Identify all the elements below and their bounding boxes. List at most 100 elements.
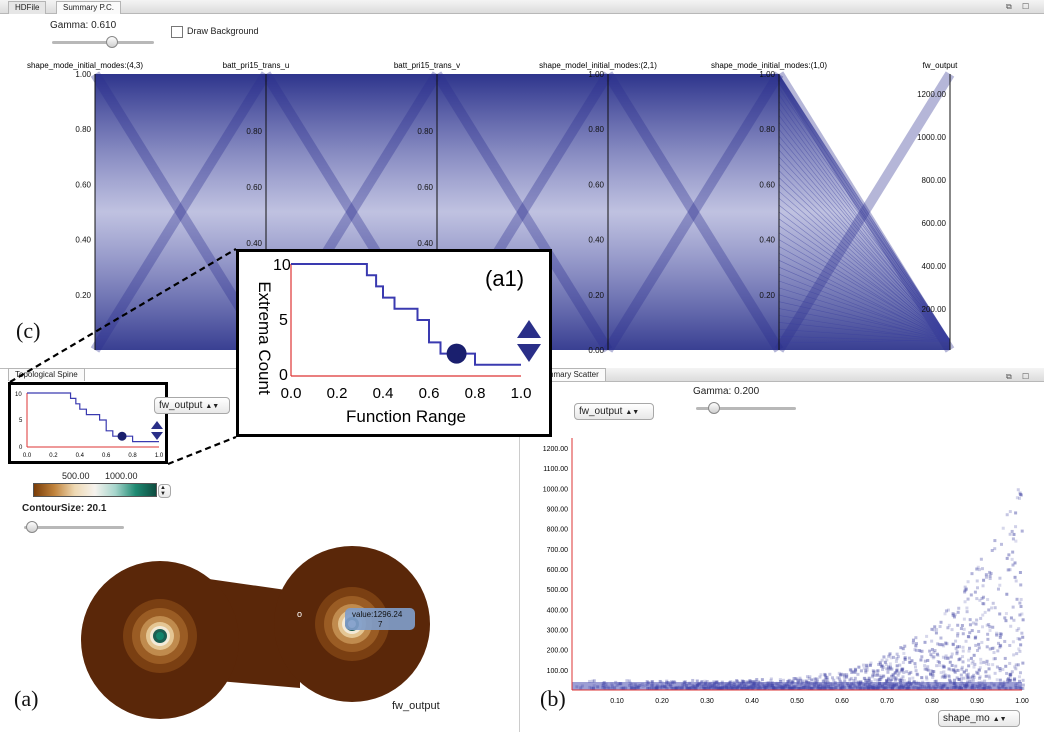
scatter-point (926, 658, 930, 662)
scatter-point (843, 679, 847, 683)
scatter-point (1015, 597, 1019, 601)
scatter-point (967, 658, 971, 662)
scatter-point (908, 660, 912, 664)
scatter-point (886, 670, 890, 674)
scatter-point (779, 679, 783, 683)
scatter-point (955, 650, 959, 654)
scatter-point (897, 671, 901, 675)
draw-background-checkbox[interactable] (171, 26, 183, 38)
persistence-mini-chart[interactable]: 10 5 0 0.0 0.2 0.4 0.6 0.8 1.0 (8, 382, 168, 464)
scatter-point (854, 668, 858, 672)
scatter-point (975, 579, 979, 583)
scatter-point (919, 658, 923, 662)
scatter-point (962, 670, 966, 674)
scatter-point (888, 662, 892, 666)
scatter-point (672, 680, 676, 684)
inset-range-marker[interactable] (446, 343, 467, 364)
scatter-x-select[interactable]: shape_mo ▲▼ (938, 710, 1020, 727)
scatter-point (956, 623, 960, 627)
scatter-point (944, 609, 948, 613)
scatter-gamma-slider[interactable] (696, 407, 796, 410)
scatter-point (879, 678, 883, 682)
scatter-point (975, 597, 979, 601)
scatter-point (1008, 532, 1012, 536)
scatter-point (988, 676, 992, 680)
inset-down-arrow-icon[interactable] (517, 344, 541, 362)
inset-label-a1: (a1) (485, 266, 524, 291)
scatter-point (1008, 673, 1012, 677)
scatter-point (944, 654, 948, 658)
scatter-point (848, 668, 852, 672)
contour-size-slider[interactable] (24, 526, 124, 529)
pc-polyline (778, 80, 951, 342)
scatter-point (895, 664, 899, 668)
scatter-point (903, 656, 907, 660)
scatter-point (778, 678, 782, 682)
pc-gamma-slider-thumb[interactable] (106, 36, 118, 48)
scatter-point (1018, 649, 1022, 653)
pc-polyline (778, 225, 951, 342)
scatter-restore-icon[interactable]: ⧉ (1006, 372, 1012, 381)
scatter-gamma-slider-thumb[interactable] (708, 402, 720, 414)
scatter-point (940, 675, 944, 679)
scatter-point (946, 656, 950, 660)
scatter-point (867, 678, 871, 682)
scatter-point (830, 676, 834, 680)
tab-topological-spine[interactable]: Topological Spine (8, 368, 85, 381)
scatter-point (1014, 579, 1018, 583)
pc-band (608, 74, 779, 350)
restore-icon[interactable]: ⧉ (1006, 2, 1012, 11)
scatter-point (998, 576, 1002, 580)
mini-up-arrow-icon[interactable] (151, 421, 163, 429)
scatter-point (1011, 563, 1015, 567)
scatter-y-select[interactable]: fw_output ▲▼ (574, 403, 654, 420)
colormap-bar[interactable] (33, 483, 157, 497)
scatter-point (797, 679, 801, 683)
scatter-y-tick: 900.00 (547, 507, 569, 514)
scatter-point (920, 655, 924, 659)
scatter-point (1011, 550, 1015, 554)
scatter-point (864, 668, 868, 672)
scatter-point (947, 675, 951, 679)
scatter-point (908, 677, 912, 681)
scatter-point (1015, 652, 1019, 656)
x-tick-label: 0.6 (102, 453, 111, 459)
tab-hdfile[interactable]: HDFile (8, 1, 47, 14)
scatter-point (993, 657, 997, 661)
scatter-maximize-icon[interactable]: ☐ (1022, 372, 1030, 381)
inset-up-arrow-icon[interactable] (517, 320, 541, 338)
mini-down-arrow-icon[interactable] (151, 432, 163, 440)
scatter-point (998, 632, 1002, 636)
scatter-point (939, 620, 943, 624)
colormap-select-arrows-icon: ▲ ▼ (160, 485, 166, 497)
scatter-y-tick: 400.00 (547, 607, 569, 614)
scatter-point (852, 679, 856, 683)
scatter-point (934, 679, 938, 683)
scatter-point (1008, 672, 1012, 676)
scatter-point (1011, 605, 1015, 609)
spine-field-select[interactable]: fw_output ▲▼ (154, 397, 230, 414)
scatter-point (901, 647, 905, 651)
scatter-point (977, 646, 981, 650)
scatter-point (1018, 613, 1022, 617)
scatter-point (978, 676, 982, 680)
maximize-icon[interactable]: ☐ (1022, 2, 1030, 11)
scatter-point (1014, 539, 1018, 543)
pc-gamma-slider[interactable] (52, 41, 154, 44)
topological-spine-view[interactable]: o value:1296.24 7 (60, 540, 460, 720)
scatter-point (1006, 678, 1010, 682)
colormap-select[interactable]: ▲ ▼ (158, 484, 171, 498)
scatter-point (899, 646, 903, 650)
scatter-point (998, 645, 1002, 649)
tab-summary-pc[interactable]: Summary P.C. (56, 1, 121, 14)
scatter-point (925, 667, 929, 671)
scatter-point (871, 675, 875, 679)
scatter-point (901, 675, 905, 679)
scatter-point (869, 663, 873, 667)
mini-range-marker[interactable] (117, 431, 127, 441)
summary-scatter-plot[interactable]: 1200.00 1100.00 1000.00 900.00 800.00 700.00 6… (522, 430, 1044, 705)
scatter-point (909, 670, 913, 674)
scatter-point (987, 667, 991, 671)
scatter-point (1004, 619, 1008, 623)
contour-size-slider-thumb[interactable] (26, 521, 38, 533)
